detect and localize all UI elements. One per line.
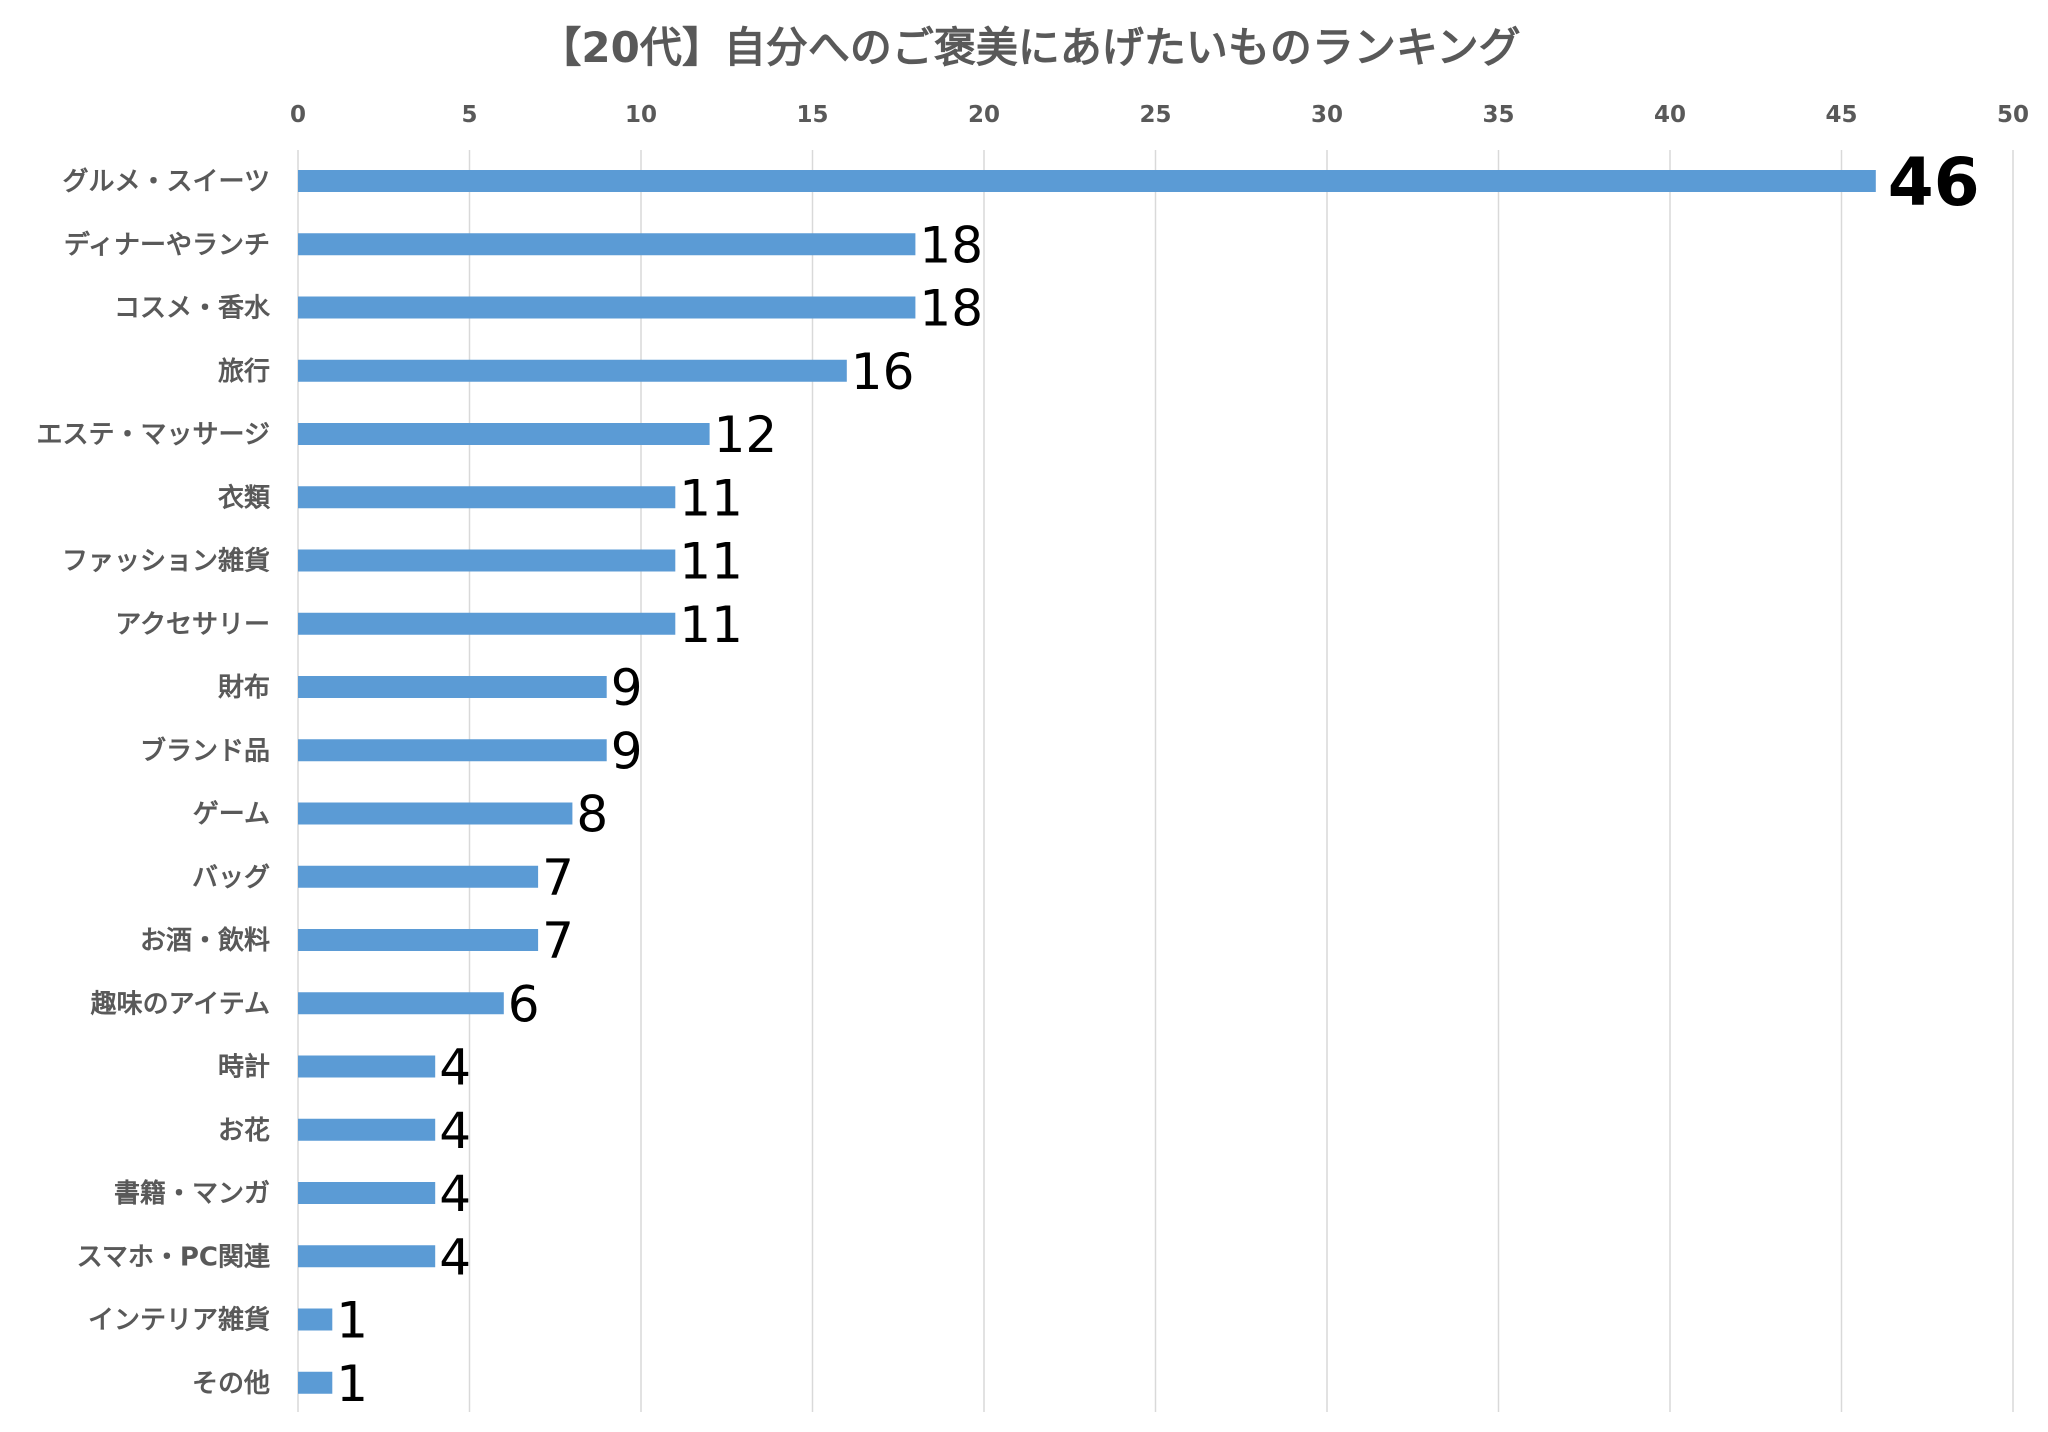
- category-label: スマホ・PC関連: [77, 1242, 271, 1272]
- bar: [298, 1182, 436, 1204]
- data-label: 18: [919, 216, 983, 274]
- data-label: 16: [851, 343, 915, 401]
- bar: [298, 296, 916, 319]
- bar: [298, 1055, 436, 1078]
- category-label: お酒・飲料: [140, 925, 270, 956]
- category-label: エステ・マッサージ: [37, 420, 270, 450]
- bar: [298, 1118, 436, 1141]
- category-label: ディナーやランチ: [64, 229, 270, 260]
- bar: [298, 612, 676, 635]
- x-tick-label: 10: [625, 102, 657, 128]
- category-label: ファッション雑貨: [62, 546, 270, 577]
- bar: [298, 802, 573, 825]
- bar: [298, 1371, 333, 1394]
- bar: [298, 359, 847, 382]
- bar: [298, 486, 676, 509]
- data-label: 6: [508, 975, 540, 1033]
- category-label: 書籍・マンガ: [114, 1178, 270, 1209]
- category-label: 時計: [218, 1052, 270, 1083]
- data-label: 4: [439, 1039, 471, 1097]
- category-label: その他: [192, 1369, 270, 1399]
- category-labels: グルメ・スイーツディナーやランチコスメ・香水旅行エステ・マッサージ衣類ファッショ…: [37, 167, 271, 1399]
- bar: [298, 1245, 436, 1268]
- category-label: 趣味のアイテム: [90, 989, 270, 1019]
- x-tick-label: 45: [1825, 102, 1857, 128]
- x-tick-label: 20: [968, 102, 1000, 128]
- x-tick-label: 5: [461, 102, 477, 128]
- category-label: インテリア雑貨: [88, 1305, 270, 1336]
- bar: [298, 676, 607, 698]
- data-label: 9: [611, 722, 643, 780]
- data-label: 7: [542, 912, 574, 970]
- category-label: バッグ: [192, 863, 270, 893]
- data-label: 4: [439, 1102, 471, 1160]
- chart-title: 【20代】自分へのご褒美にあげたいものランキング: [539, 23, 1520, 72]
- category-label: ゲーム: [193, 800, 270, 830]
- category-label: 財布: [218, 673, 270, 703]
- category-label: ブランド品: [140, 735, 270, 766]
- data-label: 8: [576, 786, 608, 844]
- data-label: 1: [336, 1355, 368, 1413]
- gridlines: [297, 150, 2014, 1412]
- category-label: 衣類: [218, 482, 271, 513]
- x-tick-label: 15: [796, 102, 828, 128]
- data-label: 11: [679, 533, 743, 591]
- x-tick-label: 40: [1654, 102, 1686, 128]
- data-label: 7: [542, 849, 574, 907]
- bar: [298, 992, 504, 1015]
- data-label: 4: [439, 1165, 471, 1223]
- data-label: 11: [679, 596, 743, 654]
- data-label: 12: [714, 406, 778, 464]
- data-label: 18: [919, 280, 983, 338]
- data-label: 4: [439, 1228, 471, 1286]
- x-axis-ticks: 0 5 10 15 20 25 30 35 40 45 50: [290, 102, 2029, 128]
- x-tick-label: 0: [290, 102, 306, 128]
- data-label: 1: [336, 1292, 368, 1350]
- bar: [298, 549, 676, 572]
- data-label: 46: [1888, 144, 1980, 221]
- bar: [298, 423, 710, 445]
- x-tick-label: 35: [1482, 102, 1514, 128]
- x-tick-label: 25: [1139, 102, 1171, 128]
- category-label: アクセサリー: [115, 610, 270, 640]
- category-label: コスメ・香水: [114, 294, 271, 324]
- bar: [298, 233, 916, 256]
- category-label: グルメ・スイーツ: [63, 167, 270, 197]
- bar: [298, 929, 539, 951]
- bar: [298, 865, 539, 888]
- bar: [298, 170, 1876, 192]
- x-tick-label: 30: [1311, 102, 1343, 128]
- x-tick-label: 50: [1997, 102, 2029, 128]
- category-label: お花: [218, 1116, 270, 1146]
- data-label: 11: [679, 469, 743, 527]
- bar: [298, 739, 607, 762]
- bars: [298, 170, 1876, 1394]
- category-label: 旅行: [218, 356, 270, 387]
- data-label: 9: [611, 659, 643, 717]
- bar: [298, 1308, 333, 1331]
